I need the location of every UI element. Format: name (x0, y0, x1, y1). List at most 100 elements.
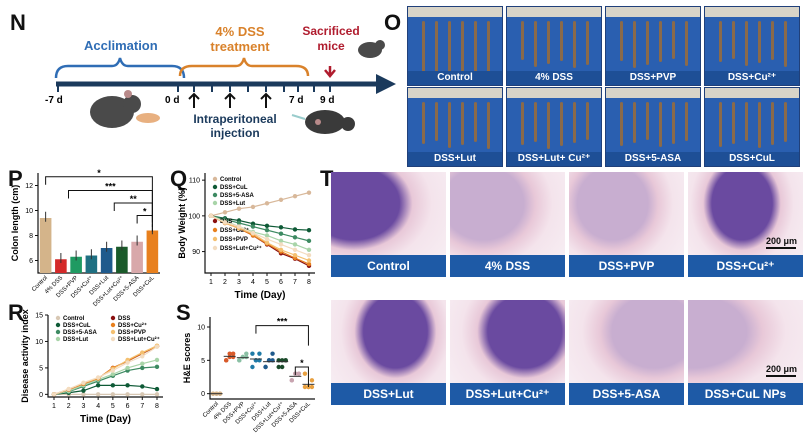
colon-photo-label: DSS+PVP (606, 71, 700, 85)
data-point (154, 392, 160, 397)
x-tick-label: 3 (237, 279, 241, 286)
colon-specimen (758, 102, 761, 148)
data-point (306, 190, 312, 195)
mouse-eating-icon (90, 90, 160, 128)
bar (39, 218, 52, 273)
y-tick-label: 100 (188, 213, 200, 220)
colon-specimen (784, 102, 787, 142)
x-tick-label: 5 (265, 279, 269, 286)
series-line (210, 215, 310, 231)
data-point (296, 371, 302, 376)
colon-specimen (719, 102, 722, 147)
tick-label-7: 7 d (289, 95, 304, 106)
colon-specimen (474, 102, 477, 142)
axes-R (47, 315, 163, 398)
data-point (51, 392, 57, 397)
series-line (210, 192, 310, 217)
colon-photo: DSS+Cu²⁺ (704, 6, 800, 86)
colon-specimen (422, 102, 425, 144)
panel-label-p: P (8, 166, 23, 191)
colon-specimen (745, 102, 748, 141)
data-point (154, 386, 160, 392)
colon-photo-label: DSS+Lut (408, 152, 502, 166)
significance-marker: * (97, 168, 101, 178)
x-tick-label: 2 (67, 403, 71, 410)
x-tick-label: 4 (96, 403, 100, 410)
colon-specimen (461, 102, 464, 145)
scale-bar: 200 μm (765, 236, 797, 249)
legend-marker (55, 315, 61, 321)
legend-marker (212, 184, 218, 190)
data-point (278, 197, 284, 202)
series-line (210, 215, 310, 242)
data-point (236, 224, 242, 229)
data-point (292, 242, 298, 247)
data-point (309, 378, 315, 383)
legend-marker (212, 176, 218, 182)
sacrificed-line2: mice (317, 39, 345, 53)
sacrificed-label: Sacrificed mice (296, 24, 366, 54)
injection-arrows (188, 92, 272, 108)
colon-specimen (745, 21, 748, 66)
y-tick-label: 5 (201, 358, 205, 365)
data-point (230, 354, 236, 360)
data-point (154, 357, 160, 363)
histology-label: DSS+CuL NPs (688, 383, 803, 405)
data-point (278, 231, 284, 236)
bar (70, 256, 82, 273)
data-point (292, 247, 298, 252)
histology-label: DSS+Lut (331, 383, 446, 405)
colon-specimen (633, 21, 636, 68)
data-point (264, 236, 270, 242)
x-tick-label: 8 (307, 279, 311, 286)
significance-marker: * (143, 207, 147, 217)
colon-photo-label: DSS+Lut+ Cu²⁺ (507, 152, 601, 166)
data-point (250, 230, 256, 236)
histology-image: DSS+Lut+Cu²⁺ (450, 300, 565, 405)
colon-specimen (646, 102, 649, 140)
colon-specimen (586, 102, 589, 140)
data-point (95, 392, 101, 397)
data-point (292, 227, 298, 232)
colon-specimen (771, 21, 774, 60)
data-point (140, 365, 145, 371)
colon-specimen (758, 21, 761, 63)
x-tick-label: 5 (111, 403, 115, 410)
data-point (222, 210, 228, 215)
colon-specimen (461, 21, 464, 73)
data-point (110, 392, 116, 397)
mouse-running-icon (358, 40, 385, 58)
colon-photo-label: Control (408, 71, 502, 85)
legend-marker (55, 336, 61, 342)
data-point (250, 351, 255, 356)
data-point (292, 235, 298, 240)
legend-label: DSS+CuL (220, 185, 248, 191)
y-tick-label: 0 (201, 391, 205, 398)
colon-specimen (521, 21, 524, 60)
data-point (95, 375, 101, 380)
colon-specimen (732, 21, 735, 59)
y-tick-label: 6 (29, 258, 33, 265)
histology-label: 4% DSS (450, 255, 565, 277)
histology-label: DSS+5-ASA (569, 383, 684, 405)
y-tick-label: 10 (197, 325, 205, 332)
data-point (125, 365, 130, 371)
y-tick-label: 0 (39, 392, 43, 399)
tick-label-0: 0 d (165, 95, 180, 106)
colon-specimen (771, 102, 774, 145)
colon-specimen (659, 21, 662, 62)
series-line (210, 215, 310, 262)
data-point (250, 224, 256, 229)
data-point (140, 384, 145, 389)
day-ticks (57, 84, 331, 92)
colon-specimen (685, 102, 688, 141)
legend-marker (212, 227, 218, 233)
legend-label: DSS+5-ASA (63, 330, 98, 336)
colon-specimen (422, 21, 425, 73)
axes-S (209, 317, 315, 400)
histology-image: DSS+CuL NPs 200 μm (688, 300, 803, 405)
legend-label: Control (63, 316, 85, 322)
data-point (140, 354, 145, 359)
x-tick-label: 6 (126, 403, 130, 410)
panel-label-n: N (10, 10, 26, 35)
